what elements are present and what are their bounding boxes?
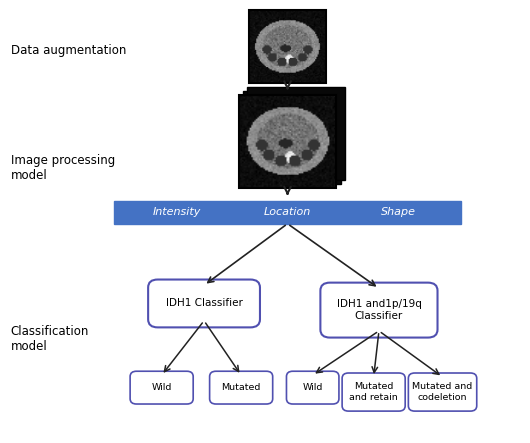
FancyBboxPatch shape (130, 371, 193, 404)
Text: Mutated
and retain: Mutated and retain (349, 382, 398, 402)
Text: Wild: Wild (303, 383, 323, 392)
FancyBboxPatch shape (247, 87, 345, 180)
Text: Classification
model: Classification model (11, 325, 89, 353)
FancyBboxPatch shape (148, 280, 260, 327)
Text: Shape: Shape (381, 207, 416, 217)
Text: Location: Location (264, 207, 311, 217)
FancyBboxPatch shape (210, 371, 272, 404)
Text: IDH1 and1p/19q
Classifier: IDH1 and1p/19q Classifier (337, 299, 421, 321)
FancyBboxPatch shape (320, 283, 437, 338)
FancyBboxPatch shape (286, 371, 339, 404)
FancyBboxPatch shape (114, 201, 461, 224)
FancyBboxPatch shape (342, 373, 405, 411)
Text: Wild: Wild (152, 383, 172, 392)
FancyBboxPatch shape (243, 91, 341, 184)
Text: Image processing
model: Image processing model (11, 154, 115, 183)
FancyBboxPatch shape (408, 373, 477, 411)
Text: Data augmentation: Data augmentation (11, 44, 126, 58)
Text: IDH1 Classifier: IDH1 Classifier (165, 299, 243, 308)
Text: Mutated and
codeletion: Mutated and codeletion (412, 382, 473, 402)
Text: Mutated: Mutated (222, 383, 261, 392)
Text: Intensity: Intensity (152, 207, 201, 217)
